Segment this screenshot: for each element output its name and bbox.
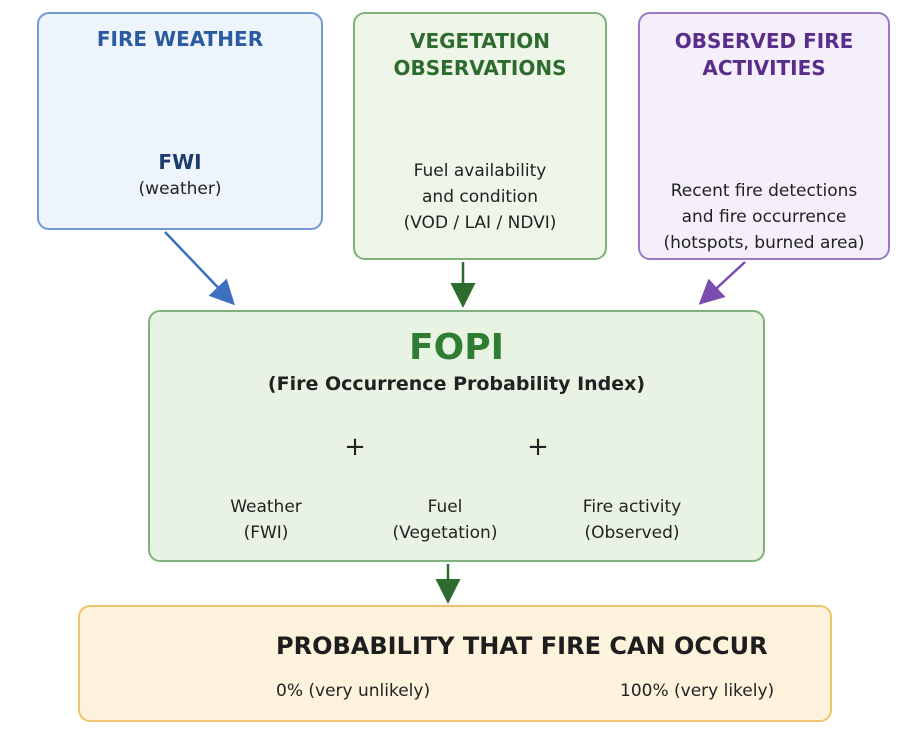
fire-weather-box: FIRE WEATHER FWI (weather) [37, 12, 323, 230]
arrow [698, 261, 746, 305]
component-sublabel: (Vegetation) [392, 523, 498, 543]
box-title: OBSERVATIONS [393, 56, 567, 80]
output-box [78, 605, 832, 722]
box-description: (VOD / LAI / NDVI) [403, 213, 557, 233]
box-title: VEGETATION [409, 29, 551, 53]
scale-low: 0% (very unlikely) [276, 681, 431, 701]
fopi-box: FOPI (Fire Occurrence Probability Index) [148, 310, 765, 562]
component-sublabel: (FWI) [243, 523, 289, 543]
component: Fire activity (Observed) [552, 494, 712, 546]
fopi-subtitle: (Fire Occurrence Probability Index) [267, 373, 646, 395]
box-description: (weather) [138, 179, 222, 199]
box-title: OBSERVED FIRE [674, 29, 854, 53]
component-label: Weather [230, 497, 302, 517]
fopi-title: FOPI [409, 327, 504, 368]
output-title: PROBABILITY THAT FIRE CAN OCCUR [276, 632, 768, 660]
plus: + [527, 432, 549, 462]
scale-high: 100% (very likely) [620, 681, 775, 701]
vegetation-box: VEGETATION OBSERVATIONS Fuel availabilit… [353, 12, 607, 260]
component-label: Fuel [427, 497, 463, 517]
component: Weather (FWI) [196, 494, 336, 546]
fire-activity-box: OBSERVED FIRE ACTIVITIES Recent fire det… [638, 12, 890, 260]
box-description: and condition [422, 187, 538, 207]
box-description: Fuel availability [413, 161, 547, 181]
box-description: and fire occurrence [681, 207, 847, 227]
box-title: ACTIVITIES [702, 56, 826, 80]
component-label: Fire activity [582, 497, 682, 517]
box-label: FWI [158, 150, 202, 174]
box-description: (hotspots, burned area) [663, 233, 865, 253]
component-sublabel: (Observed) [584, 523, 680, 543]
plus: + [344, 432, 366, 462]
box-title: FIRE WEATHER [96, 27, 264, 51]
component: Fuel (Vegetation) [375, 494, 515, 546]
box-description: Recent fire detections [670, 181, 858, 201]
arrow [164, 231, 235, 306]
